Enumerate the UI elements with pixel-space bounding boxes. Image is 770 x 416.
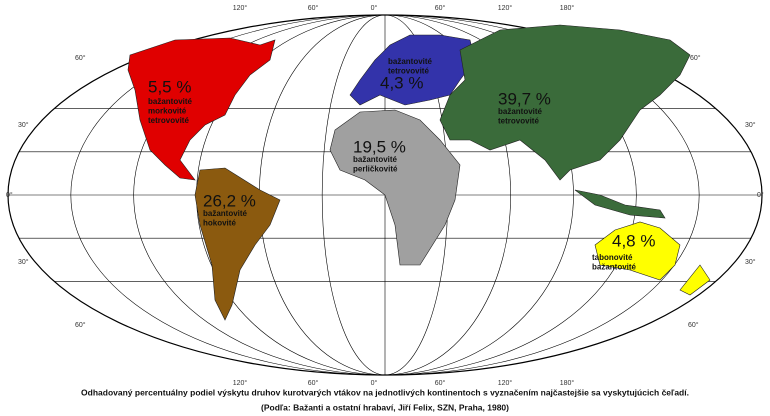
longitude-label: 120° [498, 4, 513, 12]
share-label: 39,7 % [498, 89, 551, 108]
latitude-label: 30° [18, 258, 29, 266]
family-label: tetrovovité [498, 117, 539, 126]
share-label: 4,3 % [380, 73, 423, 92]
family-label: bažantovité [203, 209, 248, 218]
latitude-label: 30° [745, 258, 756, 266]
share-label: 5,5 % [148, 77, 191, 96]
family-label: tetrovovité [388, 67, 429, 76]
family-label: bažantovité [148, 97, 193, 106]
share-label: 19,5 % [353, 137, 406, 156]
longitude-label: 60° [308, 4, 319, 12]
africa [329, 109, 461, 266]
longitude-label: 0° [371, 379, 378, 387]
labels: 120° 120° 60° 60° 0° 0° 60° 60° 120° 120° 180° 180°… [6, 4, 764, 412]
latitude-label: 30° [18, 121, 29, 129]
map-outline [7, 14, 763, 376]
family-label: bažantovité [353, 155, 398, 164]
continents [127, 24, 711, 321]
longitude-label: 60° [435, 379, 446, 387]
longitude-label: 60° [435, 4, 446, 12]
longitude-label: 60° [308, 379, 319, 387]
indonesia [574, 189, 666, 219]
longitude-label: 180° [560, 379, 575, 387]
asia [439, 24, 691, 181]
family-label: tabonovité [592, 253, 633, 262]
latitude-label: 30° [745, 121, 756, 129]
share-label: 26,2 % [203, 191, 256, 210]
family-label: morkovité [148, 107, 187, 116]
south-america [194, 167, 281, 321]
longitude-label: 180° [560, 4, 575, 12]
latitude-label: 60° [75, 54, 86, 62]
new-zealand [679, 264, 711, 296]
family-label: bažantovité [498, 107, 543, 116]
latitude-label: 60° [688, 321, 699, 329]
longitude-label: 120° [233, 379, 248, 387]
family-label: perličkovité [353, 165, 398, 174]
family-label: bažantovité [388, 57, 433, 66]
australia [594, 221, 681, 281]
family-label: tetrovovité [148, 116, 189, 125]
caption: Odhadovaný percentuálny podiel výskytu d… [81, 387, 689, 397]
latitude-label: 0° [757, 191, 764, 199]
longitude-label: 120° [498, 379, 513, 387]
latitude-label: 60° [75, 321, 86, 329]
share-label: 4,8 % [612, 231, 655, 250]
family-label: bažantovité [592, 263, 637, 272]
caption: (Podľa: Bažanti a ostatní hrabaví, Jiří … [261, 402, 509, 412]
latitude-label: 60° [690, 54, 701, 62]
longitude-label: 0° [371, 4, 378, 12]
latitude-label: 0° [6, 191, 13, 199]
family-label: hokovité [203, 219, 236, 228]
longitude-label: 120° [233, 4, 248, 12]
north-america [127, 37, 276, 181]
